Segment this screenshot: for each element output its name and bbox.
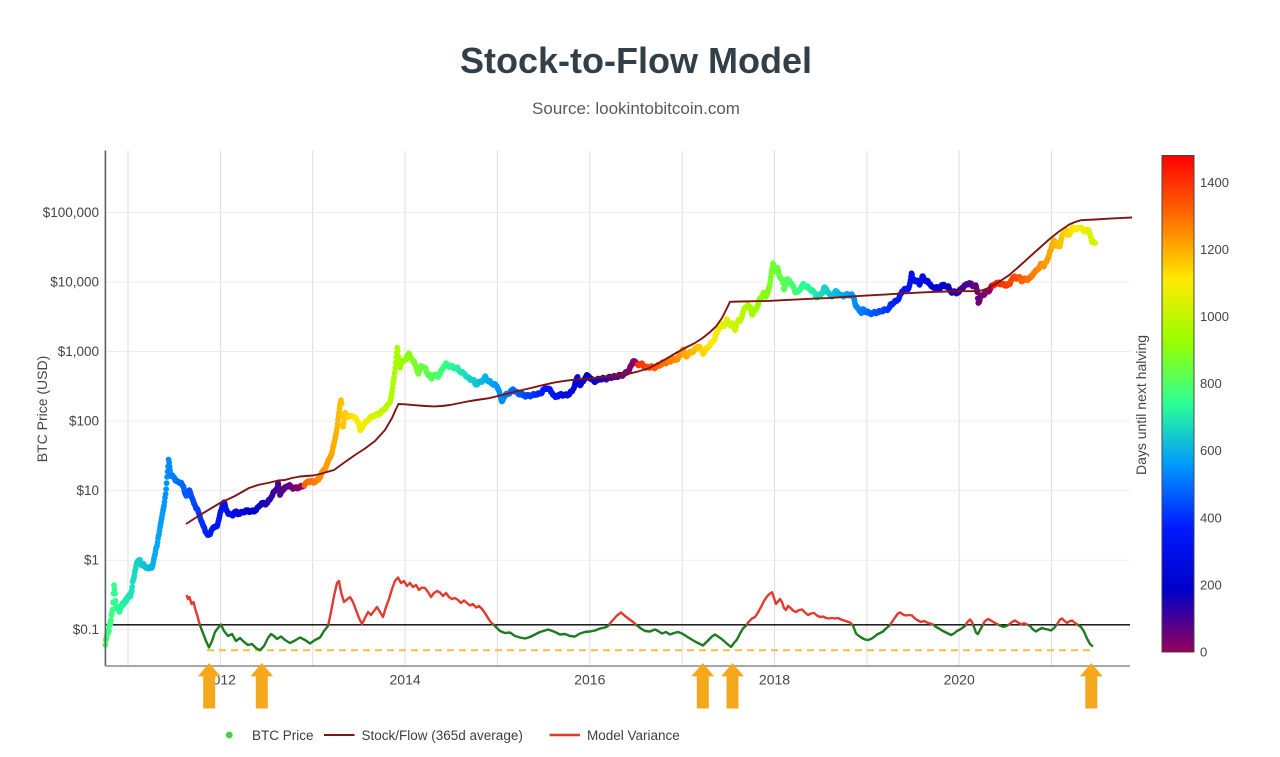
svg-text:1400: 1400: [1200, 175, 1229, 190]
svg-text:$10,000: $10,000: [50, 275, 99, 290]
svg-text:Model Variance: Model Variance: [587, 728, 680, 743]
svg-text:Source: lookintobitcoin.com: Source: lookintobitcoin.com: [532, 99, 740, 118]
svg-text:200: 200: [1200, 577, 1222, 592]
svg-text:2014: 2014: [390, 672, 421, 688]
svg-text:$1,000: $1,000: [58, 344, 99, 359]
svg-text:800: 800: [1200, 376, 1222, 391]
svg-text:400: 400: [1200, 510, 1222, 525]
svg-text:2020: 2020: [944, 672, 975, 688]
svg-text:$0.1: $0.1: [73, 622, 99, 637]
svg-text:BTC Price (USD): BTC Price (USD): [34, 356, 50, 463]
svg-text:$1: $1: [84, 553, 99, 568]
svg-text:Stock/Flow (365d average): Stock/Flow (365d average): [362, 728, 523, 743]
svg-text:1000: 1000: [1200, 309, 1229, 324]
svg-text:2016: 2016: [574, 672, 605, 688]
svg-text:600: 600: [1200, 443, 1222, 458]
svg-text:Days until next halving: Days until next halving: [1133, 335, 1149, 475]
svg-text:$10: $10: [76, 483, 99, 498]
svg-text:1200: 1200: [1200, 242, 1229, 257]
svg-text:Stock-to-Flow Model: Stock-to-Flow Model: [460, 40, 812, 81]
svg-text:2018: 2018: [759, 672, 790, 688]
svg-text:$100,000: $100,000: [43, 205, 99, 220]
svg-text:0: 0: [1200, 645, 1207, 660]
svg-text:BTC Price: BTC Price: [252, 728, 314, 743]
svg-text:$100: $100: [69, 414, 99, 429]
